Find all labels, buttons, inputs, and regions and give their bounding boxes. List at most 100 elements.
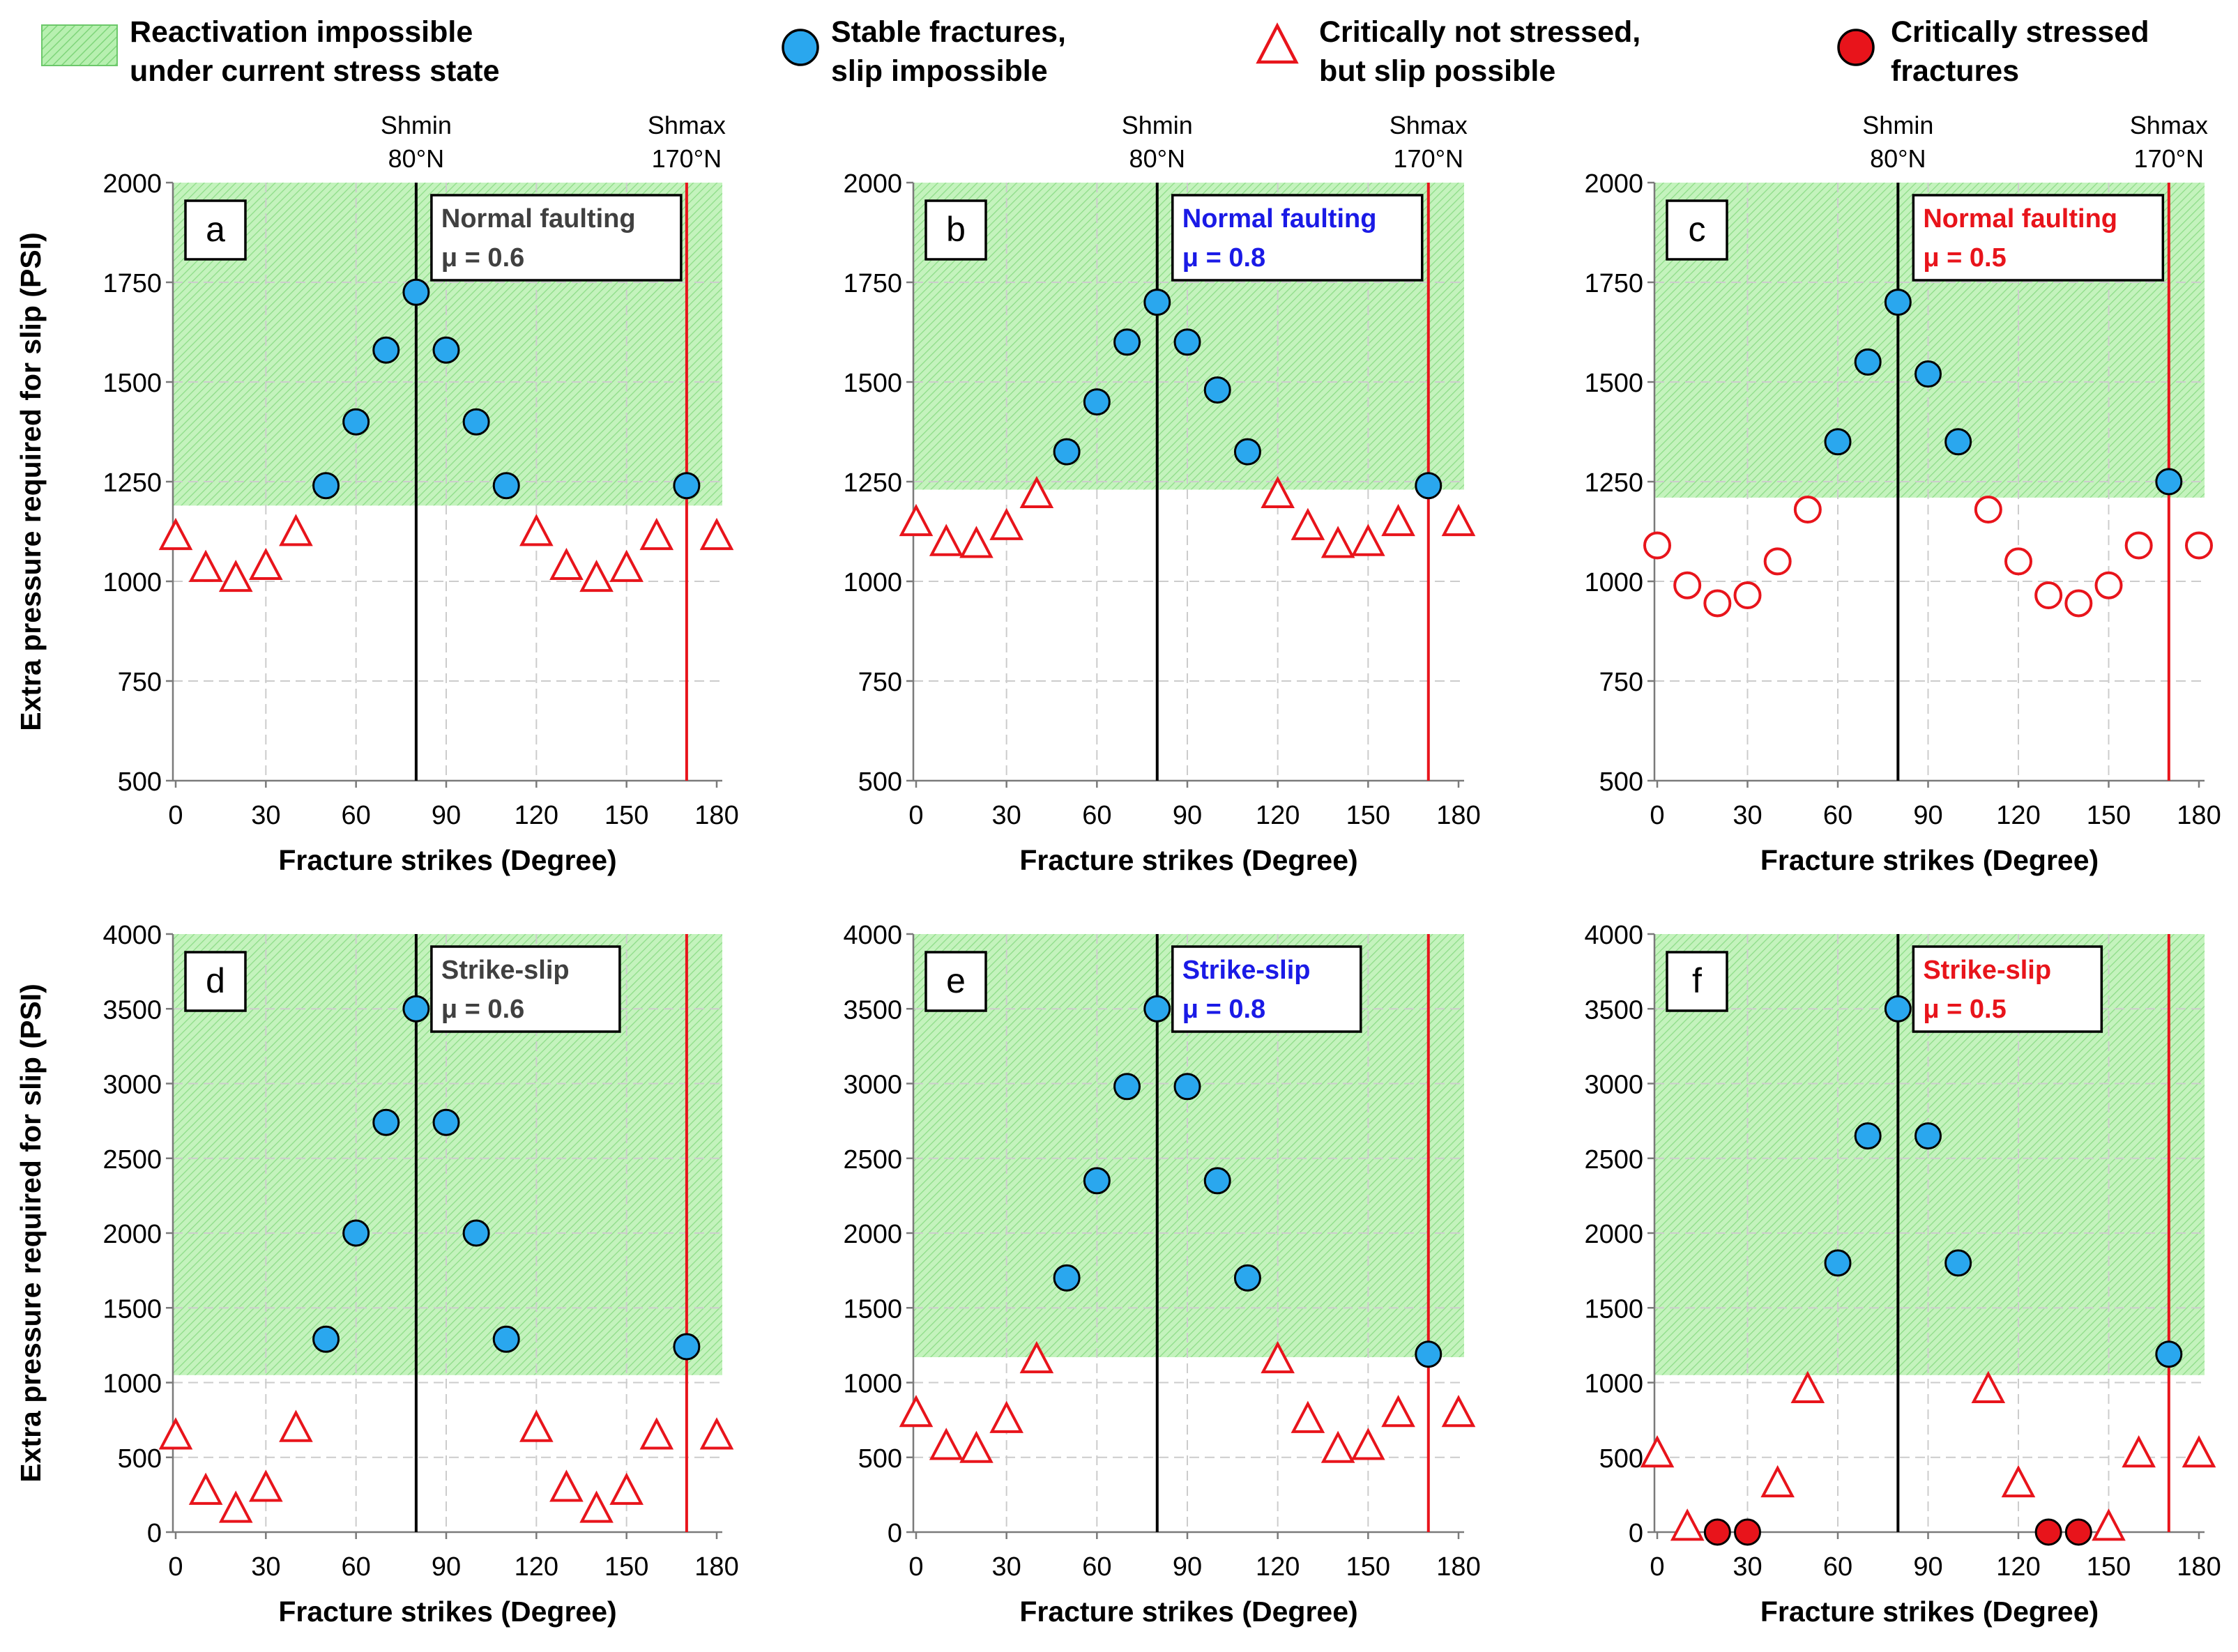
x-tick-label: 90 [1173,801,1202,830]
x-tick-label: 180 [1436,1552,1480,1582]
y-tick-label: 0 [147,1519,162,1548]
stable-fracture-point [1113,1073,1141,1101]
stable-fracture-point [1824,1249,1852,1277]
critically-not-stressed-point [249,1469,283,1502]
y-axis-title: Extra pressure required for slip (PSI) [15,232,47,731]
y-tick-label: 1250 [102,468,162,498]
stable-fracture-point [312,472,340,500]
x-tick-label: 60 [1082,1552,1111,1582]
panel-letter-box [184,199,247,261]
critically-not-stressed-point [1261,475,1295,509]
x-tick-label: 120 [515,1552,558,1582]
critically-not-stressed-point [2094,571,2123,599]
y-tick-label: 500 [118,767,162,797]
x-tick-label: 0 [908,1552,923,1582]
stable-fracture-point [1143,289,1171,316]
stable-fracture-point [1915,360,1942,388]
stable-fracture-point [1053,1264,1081,1292]
critically-not-stressed-point [1261,1340,1295,1374]
x-axis-title: Fracture strikes (Degree) [1019,844,1357,876]
y-tick-label: 500 [1599,767,1643,797]
x-tick-label: 180 [2177,801,2221,830]
x-axis-title: Fracture strikes (Degree) [278,1596,616,1628]
y-tick-label: 500 [858,1444,902,1474]
legend-line: Critically stressed [1891,15,2149,49]
x-tick-label: 60 [1823,1552,1852,1582]
critically-not-stressed-point [549,1469,584,1502]
stable-fracture-point [1854,1122,1882,1150]
critically-not-stressed-point [188,549,223,582]
x-tick-label: 90 [432,1552,461,1582]
critically-not-stressed-point [2092,1508,2126,1541]
stable-fracture-point [673,1333,701,1361]
stable-fracture-point [673,472,701,500]
friction-label: μ = 0.5 [1923,995,2006,1024]
critically-not-stressed-point [1320,526,1355,558]
y-tick-label: 3000 [843,1071,902,1100]
critically-stressed-point [2034,1518,2062,1546]
panel-letter-box [184,951,247,1012]
regime-box [1912,194,2165,282]
stable-fracture-point [1884,289,1912,316]
panel-letter: b [946,210,966,249]
critically-stressed-point [1703,1518,1731,1546]
y-tick-label: 1250 [843,468,902,498]
stable-fracture-point [1173,1073,1201,1101]
regime-box [1171,194,1424,282]
stable-fracture-point [1824,428,1852,456]
x-tick-label: 150 [604,1552,648,1582]
critically-not-stressed-point [1441,503,1476,537]
shmin-label: Shmin [1862,111,1933,139]
stable-fracture-point [372,336,400,364]
y-tick-label: 3000 [1584,1071,1643,1100]
panel-d: 0 500 1000 1500 2000 2500 3000 3500 4000 0 30 60 90 1… [15,921,739,1628]
x-tick-label: 30 [1733,1552,1762,1582]
y-tick-label: 1500 [102,369,162,398]
panel-a: 500 750 1000 1250 1500 1750 2000 0 30 60 90 120 150 1… [15,111,739,876]
critically-not-stressed-point [1291,507,1325,540]
legend-line: slip impossible [831,54,1048,88]
panel-letter-box [1666,199,1728,261]
critically-stressed-point [1734,1518,1761,1546]
critically-not-stressed-point [1019,475,1054,509]
shmax-azimuth: 170°N [652,144,722,173]
shmin-label: Shmin [381,111,452,139]
regime-label: Normal faulting [441,204,636,234]
legend-line: Reactivation impossible [130,15,473,49]
panel-letter-box [1666,951,1728,1012]
y-tick-label: 3500 [102,995,162,1025]
y-tick-label: 750 [118,668,162,697]
x-axis-title: Fracture strikes (Degree) [1760,844,2099,876]
stable-fracture-point [1944,1249,1972,1277]
critically-not-stressed-point [1291,1400,1325,1433]
critically-not-stressed-point [249,547,283,581]
stable-fracture-point [1915,1122,1942,1150]
critically-not-stressed-point [1793,496,1822,524]
critically-not-stressed-point [1974,496,2002,524]
x-tick-label: 0 [168,801,183,830]
regime-label: Normal faulting [1923,204,2117,234]
stable-fracture-point [492,1325,520,1353]
critically-not-stressed-point [1703,589,1732,618]
x-tick-label: 150 [2087,801,2131,830]
critically-not-stressed-point [1733,581,1762,610]
shmin-azimuth: 80°N [388,144,444,173]
y-tick-label: 1250 [1584,468,1643,498]
panel-letter-box [924,199,987,261]
y-tick-label: 3500 [1584,995,1643,1025]
regime-label: Strike-slip [1923,956,2051,985]
stable-fracture-point [2155,468,2183,496]
stable-fracture-point [432,1108,460,1136]
stable-fracture-point [1854,348,1882,376]
x-tick-label: 0 [1650,1552,1664,1582]
critically-not-stressed-point [1640,1435,1675,1468]
critically-not-stressed-point [929,1428,964,1460]
friction-label: μ = 0.5 [1923,243,2006,273]
y-tick-label: 500 [1599,1444,1643,1474]
critically-not-stressed-point [579,1490,614,1523]
y-tick-label: 750 [1599,668,1643,697]
critically-not-stressed-point [1670,1508,1705,1541]
y-tick-label: 2500 [102,1145,162,1175]
x-tick-label: 0 [908,801,923,830]
critically-not-stressed-point [639,517,674,551]
